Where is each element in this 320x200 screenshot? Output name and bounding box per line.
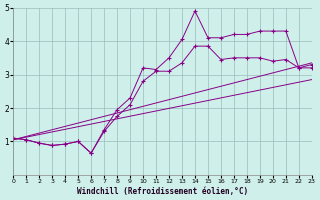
X-axis label: Windchill (Refroidissement éolien,°C): Windchill (Refroidissement éolien,°C) xyxy=(77,187,248,196)
